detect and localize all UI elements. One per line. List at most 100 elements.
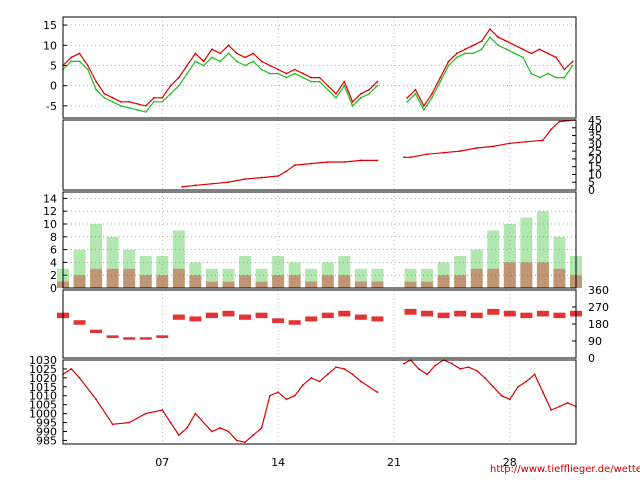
- data-point: [546, 52, 549, 55]
- scatter-mark: [123, 249, 136, 288]
- data-point: [571, 60, 574, 63]
- data-point: [343, 368, 346, 370]
- data-point: [439, 80, 442, 83]
- data-point: [402, 362, 405, 365]
- scatter-mark: [288, 262, 301, 288]
- data-point: [351, 100, 354, 103]
- data-point: [376, 159, 379, 162]
- data-point: [417, 368, 420, 370]
- data-point: [186, 64, 189, 67]
- y-tick-label: -5: [46, 100, 57, 113]
- scatter-mark: [272, 256, 285, 288]
- scatter-mark: [553, 312, 566, 319]
- y-tick-label: 25: [588, 145, 602, 158]
- data-point: [227, 181, 230, 184]
- data-point: [426, 153, 428, 156]
- data-point: [219, 60, 222, 63]
- data-point: [318, 76, 321, 79]
- series-line-2: [62, 36, 574, 113]
- data-point: [260, 60, 263, 63]
- y-tick-label: 985: [36, 434, 57, 447]
- data-point: [310, 80, 313, 83]
- data-point: [285, 398, 288, 401]
- data-point: [70, 368, 73, 370]
- scatter-mark: [106, 335, 119, 339]
- data-point: [326, 373, 329, 376]
- data-point: [492, 385, 495, 388]
- scatter-mark: [321, 312, 334, 319]
- scatter-mark: [239, 256, 252, 288]
- data-point: [318, 80, 321, 83]
- y-tick-label: 10: [43, 218, 57, 231]
- y-tick-label: 35: [588, 130, 602, 143]
- data-point: [186, 72, 189, 75]
- scatter-mark: [503, 262, 516, 288]
- data-point: [489, 36, 491, 39]
- data-point: [144, 111, 147, 113]
- data-point: [480, 48, 483, 51]
- scatter-mark: [90, 329, 103, 334]
- data-point: [326, 88, 329, 91]
- series-line-1: [62, 359, 577, 443]
- scatter-mark: [90, 268, 103, 288]
- scatter-mark: [172, 230, 185, 288]
- data-point: [227, 44, 230, 47]
- data-point: [70, 56, 73, 59]
- data-point: [186, 427, 189, 429]
- scatter-mark: [470, 268, 483, 288]
- scatter-mark: [553, 236, 566, 288]
- scatter-mark: [73, 320, 86, 325]
- y-tick-label: 6: [50, 244, 57, 257]
- x-tick-label: 14: [271, 456, 285, 469]
- scatter-mark: [156, 335, 169, 339]
- y-tick-label: 1015: [29, 381, 57, 394]
- scatter-mark: [354, 314, 367, 320]
- data-point: [103, 92, 106, 95]
- data-point: [86, 68, 89, 71]
- y-tick-label: 180: [588, 318, 609, 331]
- y-tick-label: 90: [588, 335, 602, 348]
- data-point: [530, 52, 533, 55]
- scatter-mark: [123, 268, 136, 288]
- data-point: [277, 391, 280, 394]
- credit-link[interactable]: http://www.tiefflieger.de/wetter/: [490, 464, 640, 475]
- data-point: [326, 84, 329, 87]
- scatter-mark: [338, 256, 351, 288]
- data-point: [538, 48, 541, 51]
- scatter-mark: [255, 312, 268, 319]
- data-point: [70, 60, 73, 63]
- data-point: [120, 104, 122, 107]
- data-point: [513, 52, 516, 55]
- data-point: [522, 56, 524, 59]
- scatter-mark: [305, 281, 318, 288]
- data-point: [310, 376, 313, 379]
- scatter-mark: [172, 268, 185, 288]
- data-point: [219, 52, 222, 55]
- y-tick-label: 2: [50, 269, 57, 282]
- data-point: [95, 88, 97, 91]
- scatter-mark: [454, 275, 467, 288]
- data-point: [202, 60, 205, 63]
- scatter-mark: [272, 275, 285, 288]
- scatter-mark: [222, 310, 235, 317]
- scatter-mark: [222, 268, 235, 288]
- scatter-mark: [437, 275, 450, 288]
- data-point: [335, 96, 337, 99]
- data-point: [455, 56, 458, 59]
- data-point: [368, 88, 371, 91]
- scatter-mark: [404, 281, 417, 288]
- data-point: [293, 68, 296, 71]
- data-point: [351, 373, 354, 376]
- data-point: [144, 104, 147, 107]
- y-tick-label: 0: [50, 282, 57, 295]
- data-point: [563, 76, 566, 79]
- data-point: [285, 72, 288, 75]
- panel-frame: [62, 191, 577, 289]
- data-point: [472, 52, 475, 55]
- data-point: [335, 92, 337, 95]
- y-tick-label: 12: [43, 205, 57, 218]
- data-point: [252, 52, 255, 55]
- data-point: [194, 184, 197, 187]
